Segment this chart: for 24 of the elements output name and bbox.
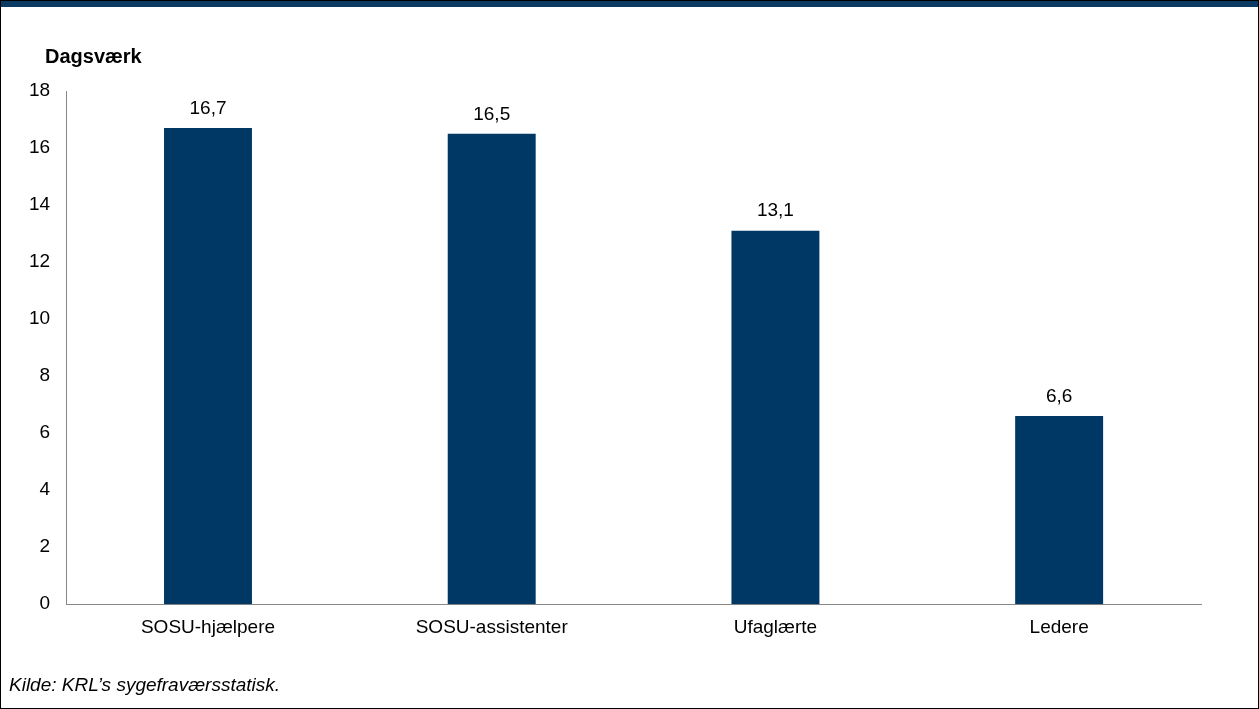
data-label: 16,5 <box>473 102 511 124</box>
x-tick-label: Ledere <box>1029 615 1089 637</box>
bar <box>447 133 536 605</box>
data-label: 13,1 <box>756 199 794 221</box>
x-tick-label: Ufaglærte <box>733 615 818 637</box>
bar <box>164 128 252 605</box>
y-tick-label: 18 <box>28 79 51 101</box>
y-tick-label: 14 <box>28 193 51 215</box>
y-tick-label: 4 <box>39 478 51 500</box>
bar <box>731 230 820 605</box>
y-tick-label: 6 <box>39 421 51 443</box>
data-label: 6,6 <box>1045 384 1073 406</box>
y-tick-label: 0 <box>39 592 51 614</box>
data-label: 16,7 <box>189 96 227 118</box>
y-tick-label: 12 <box>28 250 51 272</box>
x-tick-label: SOSU-hjælpere <box>140 615 276 637</box>
y-tick-label: 10 <box>28 307 51 329</box>
text: Kilde: KRL’s sygefraværsstatisk. <box>9 674 281 696</box>
bar <box>1015 416 1104 605</box>
x-tick-label: SOSU-assistenter <box>415 615 569 637</box>
y-tick-label: 16 <box>28 136 51 158</box>
y-tick-label: 8 <box>39 364 51 386</box>
y-axis-title: Dagsværk <box>45 45 142 68</box>
y-tick-label: 2 <box>39 535 51 557</box>
